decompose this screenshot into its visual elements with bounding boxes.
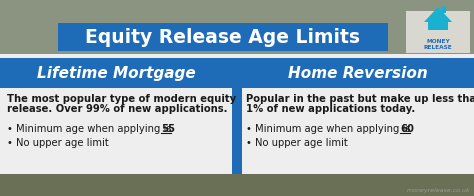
Text: Equity Release Age Limits: Equity Release Age Limits [85,27,361,46]
Text: Home Reversion: Home Reversion [288,65,428,81]
Text: • No upper age limit: • No upper age limit [7,138,109,148]
Bar [0,58,232,88]
Bar [232,58,242,174]
Text: • No upper age limit: • No upper age limit [246,138,348,148]
Polygon shape [424,7,452,22]
Bar [0,54,474,174]
Text: Popular in the past but make up less than: Popular in the past but make up less tha… [246,94,474,104]
Bar [406,11,470,53]
Text: • Minimum age when applying is: • Minimum age when applying is [7,124,175,134]
Bar [0,174,474,196]
Text: 55: 55 [161,124,175,134]
Bar [442,6,446,13]
Text: 60: 60 [400,124,414,134]
Bar [428,20,448,30]
Text: release. Over 99% of new applications.: release. Over 99% of new applications. [7,104,228,114]
Text: MONEY
RELEASE: MONEY RELEASE [424,39,452,50]
Bar [242,58,474,88]
Text: moneyrelease.co.uk: moneyrelease.co.uk [406,188,470,193]
Text: Lifetime Mortgage: Lifetime Mortgage [36,65,195,81]
Text: The most popular type of modern equity: The most popular type of modern equity [7,94,236,104]
Text: 1% of new applications today.: 1% of new applications today. [246,104,415,114]
Text: • Minimum age when applying is: • Minimum age when applying is [246,124,414,134]
Bar [58,23,388,51]
